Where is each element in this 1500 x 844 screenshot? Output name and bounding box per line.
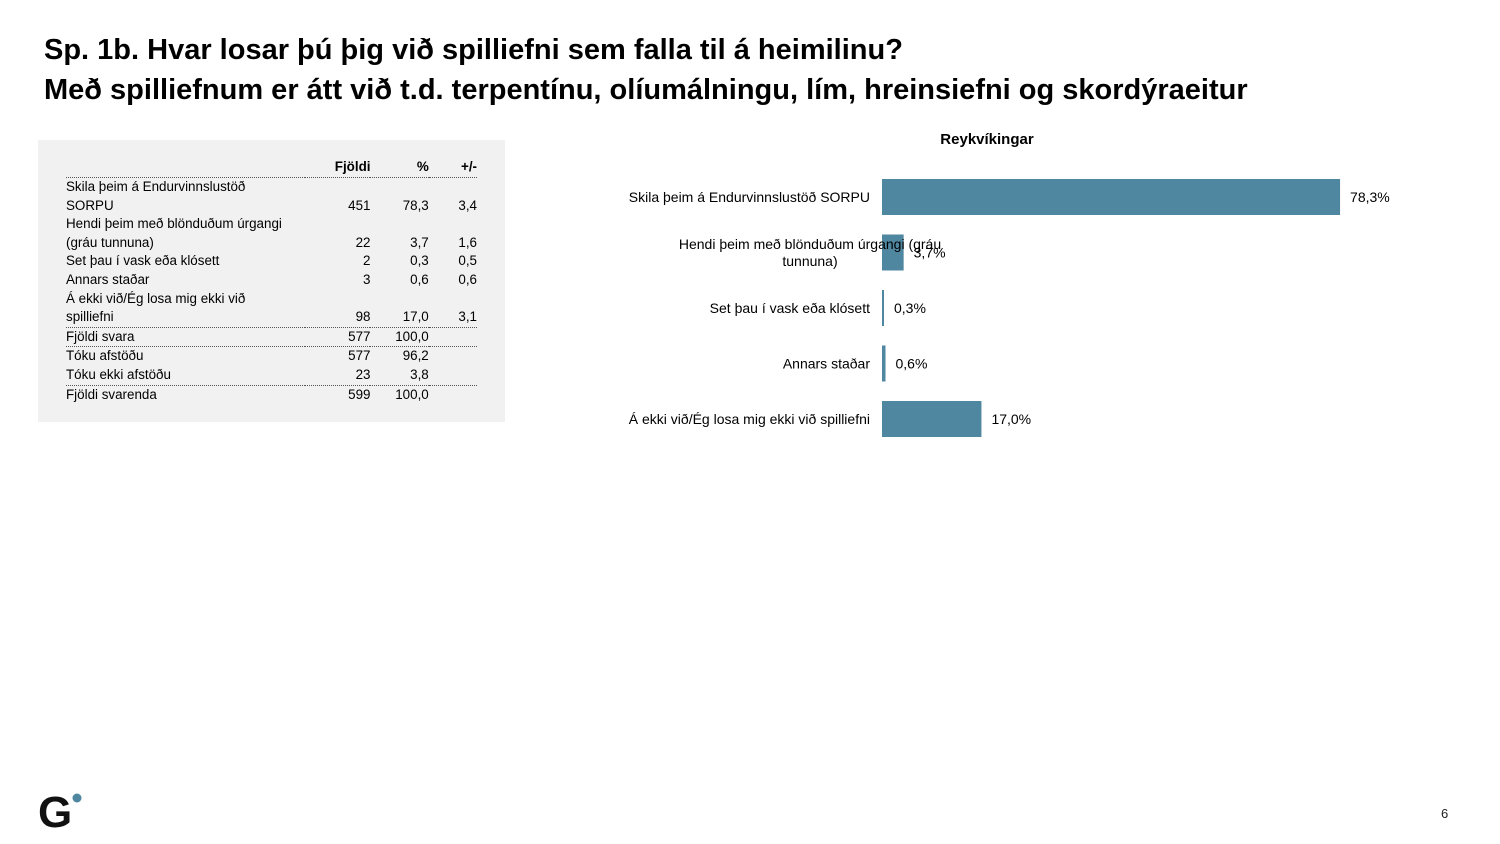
row-label: Annars staðar: [66, 271, 150, 287]
data-label: 0,6%: [896, 356, 928, 372]
row-percent: 17,0: [370, 308, 429, 328]
total-count: 599: [348, 386, 371, 402]
table-header-percent: %: [370, 158, 429, 178]
total-row: Tóku ekki afstöðu 23 3,8: [66, 365, 477, 386]
total-count: 577: [305, 327, 371, 348]
total-label: Tóku ekki afstöðu: [66, 365, 306, 386]
table-row-label-part: Skila þeim á Endurvinnslustöð: [66, 178, 477, 197]
row-label: spilliefni: [66, 308, 306, 328]
table-header: [66, 158, 306, 178]
row-label: Set þau í vask eða klósett: [66, 253, 220, 269]
row-percent: 0,6: [410, 271, 429, 287]
row-margin: 0,5: [458, 253, 477, 269]
bar: [882, 234, 904, 271]
table-header-row: Fjöldi % +/-: [66, 158, 477, 178]
total-label: Fjöldi svara: [66, 327, 306, 348]
row-count: 451: [348, 197, 371, 213]
gallup-logo: G: [38, 788, 88, 839]
table-row: Annars staðar 3 0,6 0,6: [66, 271, 477, 290]
total-row: Fjöldi svara 577 100,0: [66, 327, 477, 348]
bar: [882, 290, 884, 326]
svg-text:G: G: [38, 790, 72, 834]
category-label: Annars staðar: [783, 356, 870, 372]
total-row: Fjöldi svarenda 599 100,0: [66, 385, 477, 404]
page-title: Sp. 1b. Hvar losar þú þig við spilliefni…: [44, 30, 1248, 110]
table-row: (gráu tunnuna) 22 3,7 1,6: [66, 234, 477, 253]
stats-table: Fjöldi % +/- Skila þeim á Endurvinnslust…: [66, 158, 477, 404]
total-margin: [428, 327, 477, 348]
table-row: Set þau í vask eða klósett 2 0,3 0,5: [66, 252, 477, 271]
row-label: Skila þeim á Endurvinnslustöð: [66, 179, 246, 194]
row-percent: 0,3: [410, 253, 429, 269]
bar-chart: 78,3% Skila þeim á Endurvinnslustöð SORPU…: [629, 179, 1390, 437]
total-margin: [428, 365, 477, 386]
row-count: 98: [305, 308, 371, 328]
table-header-margin: +/-: [428, 158, 477, 178]
category-label: Set þau í vask eða klósett: [710, 300, 870, 316]
row-label: Hendi þeim með blönduðum úrgangi: [66, 216, 282, 232]
row-margin: 0,6: [458, 271, 477, 287]
data-label: 3,7%: [914, 245, 946, 261]
row-label: (gráu tunnuna): [66, 234, 154, 250]
bar: [882, 179, 1341, 215]
category-label: Skila þeim á Endurvinnslustöð SORPU: [629, 189, 870, 205]
row-count: 3: [363, 271, 371, 287]
page-number: 6: [1441, 806, 1449, 821]
total-count: 577: [348, 348, 371, 364]
row-count: 2: [363, 253, 371, 269]
row-margin: 3,1: [428, 308, 477, 328]
row-margin: 3,4: [458, 197, 477, 213]
chart-title: Reykvíkingar: [940, 131, 1034, 148]
table-header-count: Fjöldi: [305, 158, 371, 178]
row-label: Á ekki við/Ég losa mig ekki við: [66, 290, 246, 306]
title-line-2: Með spilliefnum er átt við t.d. terpentí…: [44, 74, 1248, 106]
table-row-label-part: Hendi þeim með blönduðum úrgangi: [66, 215, 477, 234]
logo-icon: G: [38, 788, 82, 837]
table-row-label-part: Á ekki við/Ég losa mig ekki við: [66, 290, 477, 309]
total-label: Fjöldi svarenda: [66, 386, 157, 402]
total-percent: 3,8: [370, 365, 429, 386]
category-label: Hendi þeim með blönduðum úrgangi (gráu tu…: [679, 236, 941, 269]
total-margin: [429, 385, 477, 404]
table-row: SORPU 451 78,3 3,4: [66, 197, 477, 216]
row-percent: 3,7: [410, 234, 429, 250]
data-label: 17,0%: [991, 411, 1031, 427]
row-count: 22: [355, 234, 371, 250]
total-margin: [429, 347, 477, 366]
row-label: SORPU: [66, 197, 114, 213]
total-percent: 96,2: [402, 348, 429, 364]
total-row: Tóku afstöðu 577 96,2: [66, 347, 477, 366]
row-margin: 1,6: [458, 234, 477, 250]
bar: [882, 401, 982, 437]
category-label: Á ekki við/Ég losa mig ekki við spillief…: [629, 411, 870, 427]
total-percent: 100,0: [370, 327, 429, 348]
bar: [882, 345, 886, 382]
data-label: 0,3%: [894, 300, 926, 316]
total-percent: 100,0: [395, 386, 429, 402]
data-label: 78,3%: [1350, 189, 1390, 205]
total-label: Tóku afstöðu: [66, 348, 144, 364]
row-percent: 78,3: [402, 197, 429, 213]
title-line-1: Sp. 1b. Hvar losar þú þig við spilliefni…: [44, 34, 903, 66]
table-row: spilliefni 98 17,0 3,1: [66, 308, 477, 328]
total-count: 23: [305, 365, 371, 386]
